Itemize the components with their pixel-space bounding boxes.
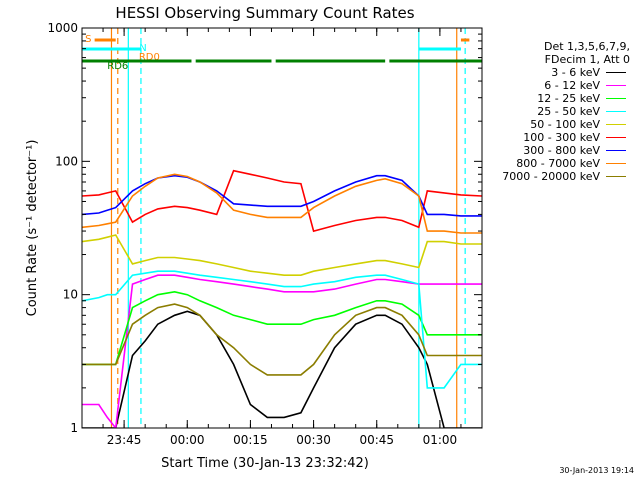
x-tick-label: 00:15 <box>233 433 268 447</box>
legend-swatch <box>606 98 626 99</box>
x-axis: 23:45 00:00 00:15 00:30 00:45 01:00 <box>81 28 483 447</box>
x-tick-label: 01:00 <box>423 433 458 447</box>
x-tick-label: 23:45 <box>107 433 142 447</box>
series-line-8 <box>82 303 482 376</box>
y-tick-label: 100 <box>55 154 78 168</box>
legend-entry: 800 - 7000 keV <box>516 157 626 170</box>
legend-entry-label: 6 - 12 keV <box>544 79 600 92</box>
legend-entry-label: 300 - 800 keV <box>523 144 600 157</box>
legend-entry-label: 25 - 50 keV <box>537 105 600 118</box>
legend-header-line: Det 1,3,5,6,7,9, <box>543 40 630 53</box>
status-bar-label: N <box>139 43 146 54</box>
legend-entry: 300 - 800 keV <box>523 144 626 157</box>
series-line-2 <box>82 290 482 366</box>
status-bar-label: RD0 <box>139 52 160 63</box>
legend-entry-label: 12 - 25 keV <box>537 92 600 105</box>
chart-title: HESSI Observing Summary Count Rates <box>115 4 414 22</box>
legend-entry-label: 100 - 300 keV <box>523 131 600 144</box>
legend-swatch <box>606 85 626 86</box>
legend-entry: 3 - 6 keV <box>551 66 626 79</box>
legend-entry: 50 - 100 keV <box>530 118 626 131</box>
legend-header-line: FDecim 1, Att 0 <box>544 53 630 66</box>
legend-entry: 12 - 25 keV <box>537 92 626 105</box>
legend-entry: 6 - 12 keV <box>544 79 626 92</box>
legend-entry-label: 50 - 100 keV <box>530 118 600 131</box>
legend-swatch <box>606 124 626 125</box>
series-line-7 <box>82 173 482 234</box>
legend-entry: 7000 - 20000 keV <box>502 170 626 183</box>
legend-swatch <box>606 163 626 164</box>
series-line-5 <box>82 169 482 233</box>
x-tick-label: 00:30 <box>296 433 331 447</box>
timestamp: 30-Jan-2013 19:14 <box>559 466 634 475</box>
legend-swatch <box>606 150 626 151</box>
y-axis-label: Count Rate (s⁻¹ detector⁻¹) <box>25 140 40 317</box>
series-line-0 <box>82 310 482 428</box>
legend-entry-label: 3 - 6 keV <box>551 66 600 79</box>
series-line-1 <box>82 274 482 428</box>
status-bar-label: S <box>85 34 91 45</box>
y-tick-label: 10 <box>63 288 78 302</box>
x-tick-label: 00:45 <box>359 433 394 447</box>
legend-swatch <box>606 137 626 138</box>
series-line-6 <box>82 174 482 217</box>
series-layer <box>82 169 482 428</box>
legend-swatch <box>606 72 626 73</box>
x-axis-label: Start Time (30-Jan-13 23:32:42) <box>161 456 369 471</box>
legend-entry-label: 7000 - 20000 keV <box>502 170 600 183</box>
legend-entry-label: 800 - 7000 keV <box>516 157 600 170</box>
x-tick-label: 00:00 <box>170 433 205 447</box>
y-tick-label: 1 <box>70 421 78 435</box>
legend-entry: 100 - 300 keV <box>523 131 626 144</box>
vertical-markers <box>110 28 466 428</box>
legend-swatch <box>606 111 626 112</box>
y-axis: 1 10 100 1000 <box>47 21 482 435</box>
y-tick-label: 1000 <box>47 21 78 35</box>
status-bar-label: RD6 <box>107 61 128 72</box>
legend-swatch <box>606 176 626 177</box>
plot-frame <box>81 27 483 429</box>
series-line-3 <box>82 270 482 389</box>
legend-entry: 25 - 50 keV <box>537 105 626 118</box>
series-line-4 <box>82 234 482 277</box>
